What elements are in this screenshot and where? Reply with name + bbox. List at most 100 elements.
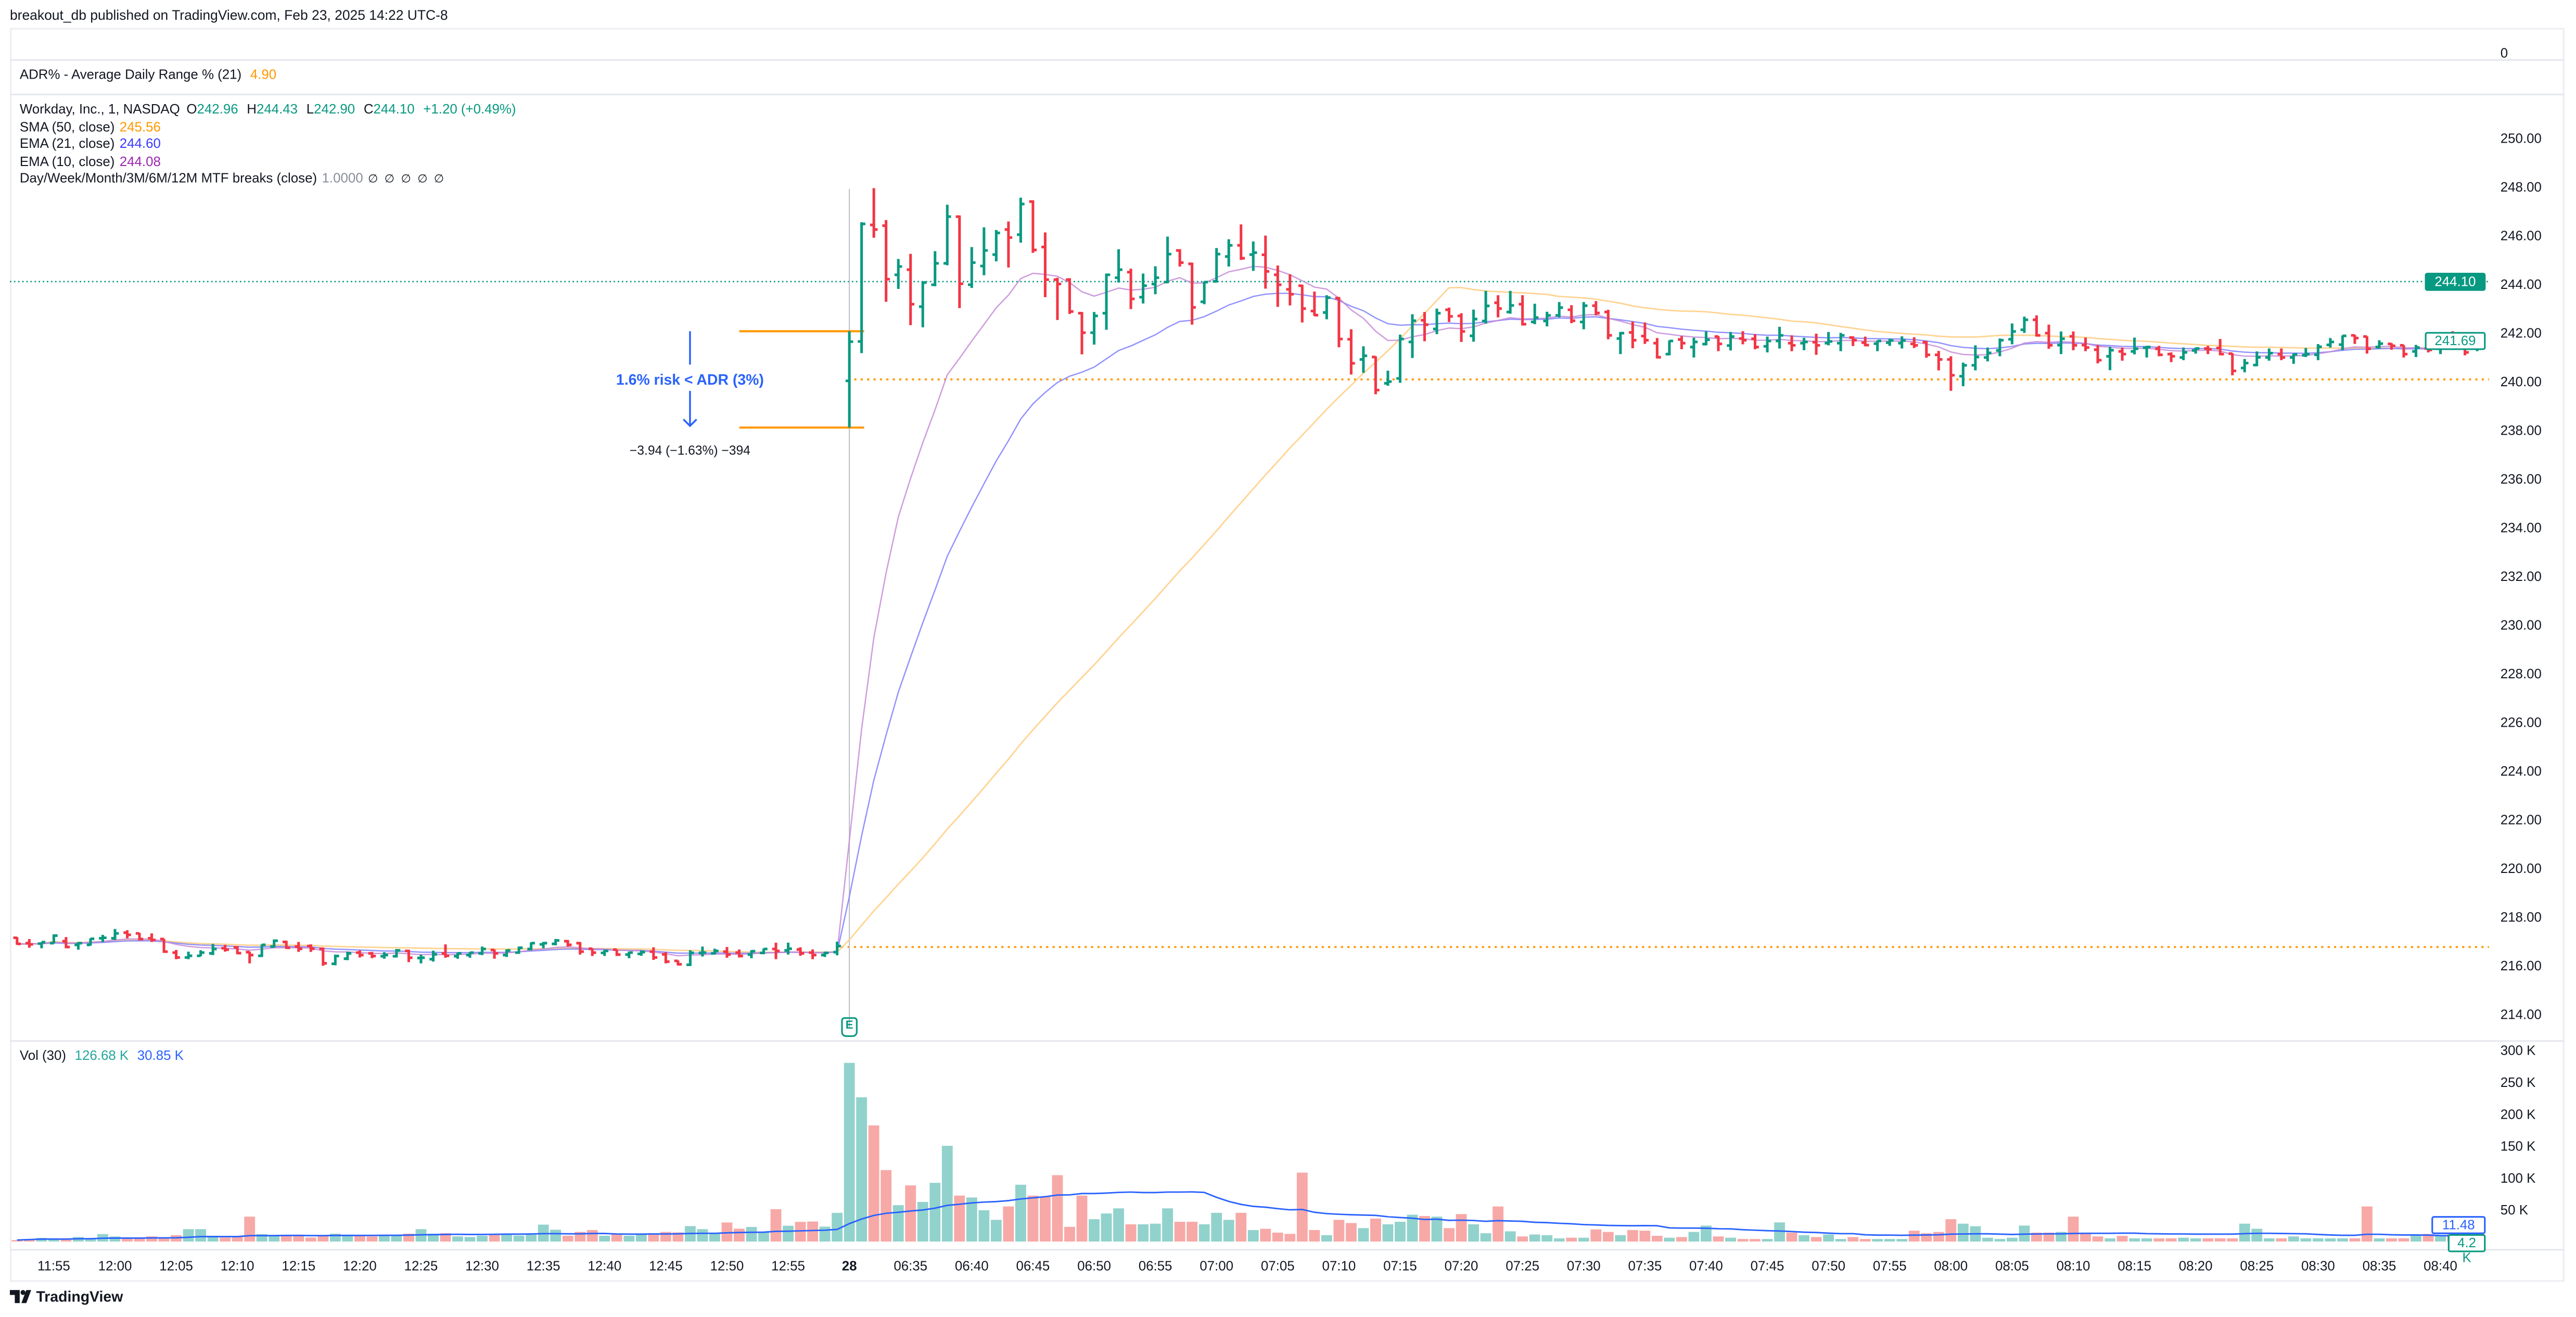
pane-divider[interactable] xyxy=(9,1040,2565,1042)
volume-bar xyxy=(2227,1238,2238,1242)
volume-bar xyxy=(440,1233,451,1242)
ohlc-bar xyxy=(1727,332,1735,351)
symbol-legend-row[interactable]: Workday, Inc., 1, NASDAQ O242.96 H244.43 … xyxy=(20,102,521,119)
time-axis-label: 08:30 xyxy=(2301,1259,2335,1273)
ohlc-bar xyxy=(1788,335,1796,351)
volume-bar xyxy=(2435,1235,2446,1242)
ohlc-bar xyxy=(1604,310,1612,339)
ohlc-bar xyxy=(1861,336,1869,347)
ohlc-bar xyxy=(1102,273,1111,330)
volume-bar xyxy=(2276,1238,2287,1242)
pane-divider[interactable] xyxy=(9,93,2565,96)
ohlc-bar xyxy=(1115,249,1123,283)
volume-bar xyxy=(464,1237,476,1242)
ohlc-bar xyxy=(1665,339,1674,356)
ohlc-bar xyxy=(2191,347,2200,354)
volume-bar xyxy=(452,1236,463,1242)
ohlc-bar xyxy=(343,952,352,960)
earnings-marker[interactable]: E xyxy=(841,1017,858,1037)
open-value: 242.96 xyxy=(197,102,238,117)
ohlc-bar xyxy=(527,942,535,951)
ohlc-bar xyxy=(503,949,511,957)
ohlc-bar xyxy=(2179,347,2187,360)
price-axis-label: 218.00 xyxy=(2501,910,2542,925)
ohlc-bar xyxy=(649,947,658,960)
sma50-legend-row[interactable]: SMA (50, close) 245.56 xyxy=(20,119,521,136)
time-axis-label: 12:00 xyxy=(98,1259,132,1273)
volume-bar xyxy=(721,1222,733,1242)
ohlc-bar xyxy=(1151,266,1159,295)
ohlc-bar xyxy=(1237,224,1245,260)
volume-bar xyxy=(366,1236,378,1242)
ohlc-bar xyxy=(2033,315,2041,337)
ohlc-bar xyxy=(723,947,731,958)
volume-bar xyxy=(1174,1222,1185,1242)
time-axis-label: 12:40 xyxy=(588,1259,621,1273)
volume-bar xyxy=(23,1239,35,1242)
ohlc-bar xyxy=(576,942,584,955)
time-axis-divider xyxy=(9,1249,2565,1251)
ohlc-bar xyxy=(1298,284,1306,323)
volume-bar xyxy=(1382,1224,1394,1242)
volume-bar xyxy=(2239,1223,2250,1242)
volume-bar xyxy=(1810,1237,1822,1242)
volume-bar xyxy=(477,1235,488,1242)
ohlc-bar xyxy=(1433,308,1441,334)
time-axis-label: 12:50 xyxy=(710,1259,744,1273)
ohlc-bar xyxy=(2020,316,2029,333)
ohlc-bar xyxy=(1482,290,1490,324)
ohlc-bar xyxy=(2265,348,2273,361)
ohlc-bar xyxy=(772,942,780,959)
volume-bar xyxy=(1725,1237,1736,1242)
volume-bar xyxy=(2043,1232,2055,1242)
volume-label: Vol (30) xyxy=(19,1048,66,1063)
price-axis-label: 222.00 xyxy=(2501,813,2542,827)
ohlc-bar xyxy=(197,950,205,957)
chart-frame xyxy=(9,28,2565,1282)
ohlc-bar xyxy=(2363,335,2371,354)
volume-bar xyxy=(2312,1238,2324,1242)
ohlc-bar xyxy=(282,940,290,949)
volume-bar xyxy=(183,1229,194,1242)
change-value: +1.20 (+0.49%) xyxy=(423,102,516,117)
ohlc-bar xyxy=(2118,347,2126,361)
volume-bar xyxy=(1750,1239,1761,1242)
tradingview-footer[interactable]: TradingView xyxy=(9,1288,123,1305)
ohlc-bar xyxy=(760,947,768,955)
price-axis-label: 236.00 xyxy=(2501,472,2542,487)
volume-bar xyxy=(599,1235,610,1242)
adr-legend[interactable]: ADR% - Average Daily Range % (21) 4.90 xyxy=(20,67,282,84)
volume-bar xyxy=(709,1233,720,1242)
volume-bar xyxy=(1064,1226,1075,1242)
ohlc-bar xyxy=(1396,334,1404,383)
mtf-legend-row[interactable]: Day/Week/Month/3M/6M/12M MTF breaks (clo… xyxy=(20,171,521,189)
pane-divider[interactable] xyxy=(9,59,2565,61)
volume-bar xyxy=(2325,1238,2336,1242)
time-axis-label: 12:15 xyxy=(282,1259,315,1273)
ema10-label: EMA (10, close) xyxy=(19,154,115,169)
time-axis-label: 06:45 xyxy=(1016,1259,1050,1273)
ema21-line xyxy=(17,293,2478,954)
volume-bar xyxy=(2386,1238,2397,1242)
volume-bar xyxy=(1395,1222,1406,1242)
volume-bar xyxy=(391,1235,402,1242)
ohlc-bar xyxy=(478,946,486,955)
volume-ma-tag: 11.48 K xyxy=(2431,1215,2486,1247)
ohlc-bar xyxy=(2326,338,2335,348)
volume-bar xyxy=(305,1237,316,1242)
volume-legend[interactable]: Vol (30) 126.68 K 30.85 K xyxy=(20,1048,189,1066)
ohlc-bar xyxy=(1090,312,1098,345)
volume-bar xyxy=(2214,1238,2226,1242)
ohlc-bar xyxy=(796,947,805,956)
high-label: H xyxy=(247,102,257,117)
volume-bar xyxy=(269,1235,280,1242)
current-price-tag: 241.69 xyxy=(2425,331,2486,349)
ema10-legend-row[interactable]: EMA (10, close) 244.08 xyxy=(20,154,521,171)
ema21-legend-row[interactable]: EMA (21, close) 244.60 xyxy=(20,136,521,154)
volume-bar xyxy=(1664,1237,1675,1242)
volume-axis-label: 100 K xyxy=(2501,1171,2536,1186)
volume-bar xyxy=(1493,1206,1504,1242)
volume-bar xyxy=(134,1238,145,1242)
volume-bar xyxy=(2116,1235,2128,1242)
